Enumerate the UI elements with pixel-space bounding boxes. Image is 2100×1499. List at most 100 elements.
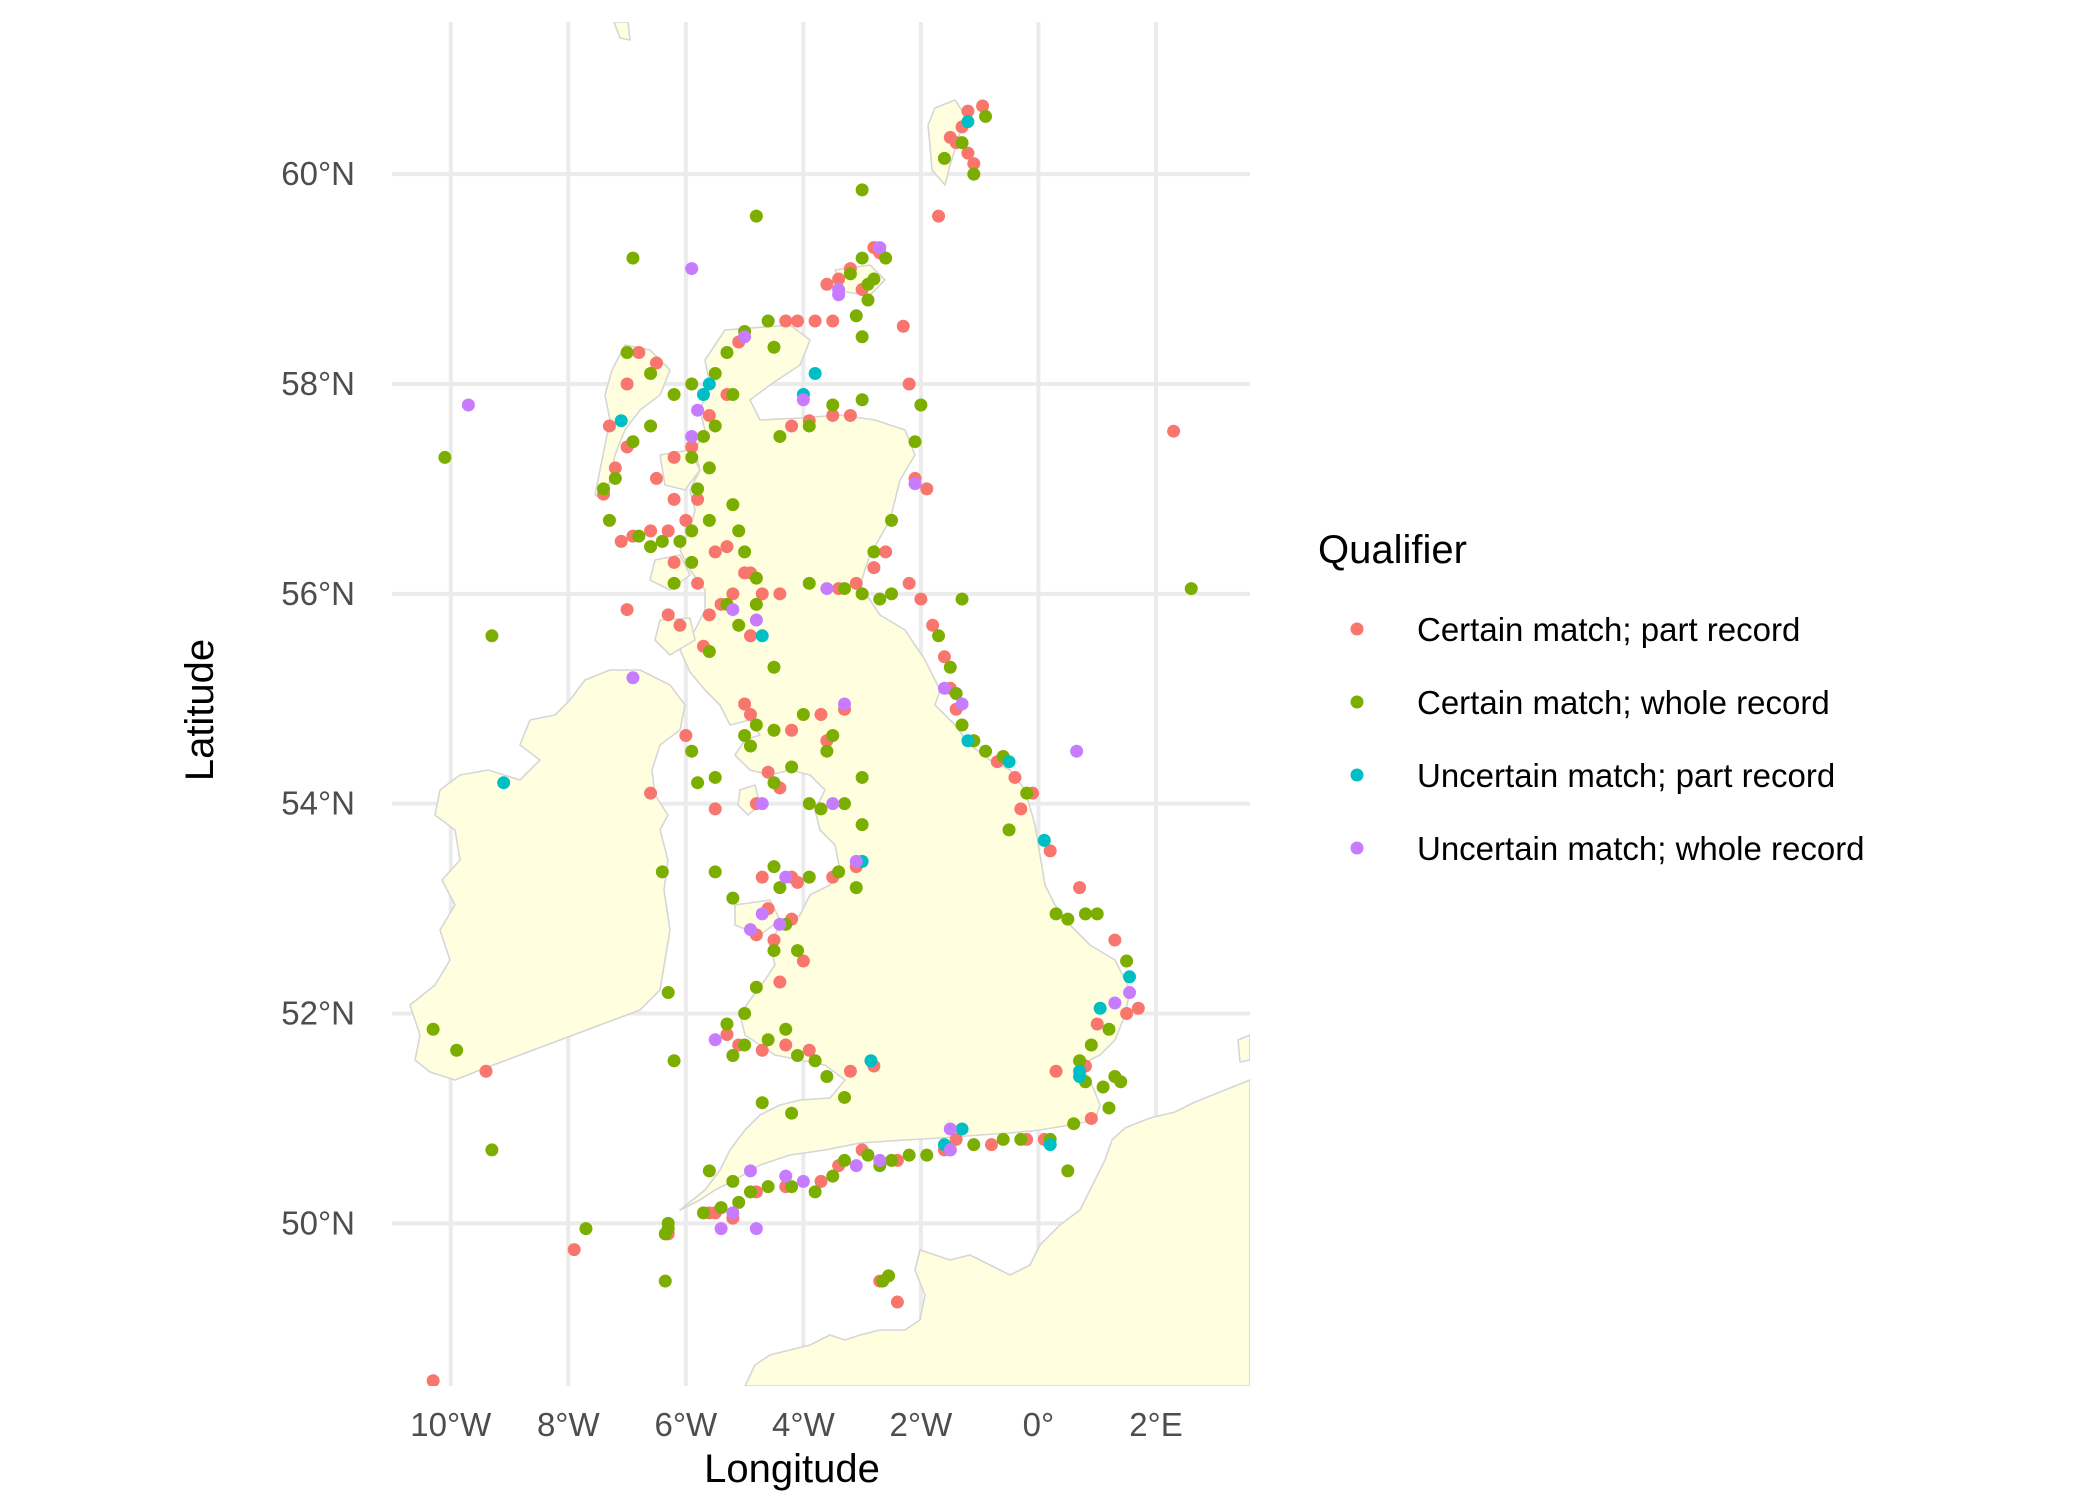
data-point [749, 613, 763, 627]
data-point [732, 524, 746, 538]
data-point [849, 576, 863, 590]
data-point [685, 524, 699, 538]
data-point [1037, 833, 1051, 847]
data-point [1090, 907, 1104, 921]
data-point [626, 671, 640, 685]
data-point [802, 1043, 816, 1057]
data-point [749, 209, 763, 223]
data-point [1043, 1138, 1057, 1152]
data-point [655, 534, 669, 548]
data-point [696, 429, 710, 443]
data-point [955, 136, 969, 150]
data-point [1070, 744, 1084, 758]
data-point [1184, 582, 1198, 596]
data-point [743, 923, 757, 937]
data-point [838, 697, 852, 711]
data-point [932, 209, 946, 223]
data-point [861, 293, 875, 307]
data-point [755, 587, 769, 601]
data-point [667, 555, 681, 569]
data-point [696, 1206, 710, 1220]
data-point [708, 770, 722, 784]
data-point [885, 513, 899, 527]
data-point [796, 707, 810, 721]
data-point [1090, 1017, 1104, 1031]
data-point [961, 146, 975, 160]
data-point [608, 461, 622, 475]
x-tick-label: 10°W [410, 1406, 492, 1443]
data-point [426, 1374, 440, 1386]
data-point [767, 944, 781, 958]
y-tick-label: 54°N [281, 785, 355, 822]
data-point [1108, 996, 1122, 1010]
data-point [720, 540, 734, 554]
data-point [802, 576, 816, 590]
data-point [1073, 881, 1087, 895]
data-point [702, 513, 716, 527]
data-point [714, 1201, 728, 1215]
data-point [802, 870, 816, 884]
data-point [667, 450, 681, 464]
data-point [732, 618, 746, 632]
data-point [743, 1185, 757, 1199]
data-point [920, 1148, 934, 1162]
data-point [749, 980, 763, 994]
data-point [773, 587, 787, 601]
data-point [761, 314, 775, 328]
data-point [849, 309, 863, 323]
data-point [790, 875, 804, 889]
data-point [726, 587, 740, 601]
data-point [667, 492, 681, 506]
data-point [984, 1138, 998, 1152]
data-point [661, 986, 675, 1000]
data-point [1067, 1117, 1081, 1131]
data-point [461, 398, 475, 412]
data-point [485, 1143, 499, 1157]
data-point [902, 1148, 916, 1162]
data-point [808, 1185, 822, 1199]
data-point [726, 1174, 740, 1188]
data-point [843, 1064, 857, 1078]
data-point [1096, 1080, 1110, 1094]
data-point [902, 377, 916, 391]
y-tick-label: 50°N [281, 1204, 355, 1241]
data-point [779, 870, 793, 884]
data-point [1131, 1001, 1145, 1015]
data-point [838, 797, 852, 811]
data-point [673, 534, 687, 548]
data-point [479, 1064, 493, 1078]
data-point [808, 314, 822, 328]
data-point [597, 482, 611, 496]
data-point [976, 99, 990, 113]
data-point [691, 403, 705, 417]
data-point [438, 450, 452, 464]
data-point [661, 524, 675, 538]
data-point [779, 1038, 793, 1052]
data-point [773, 429, 787, 443]
legend-title: Qualifier [1318, 528, 1467, 572]
data-point [702, 408, 716, 422]
data-point [979, 109, 993, 123]
data-point [961, 104, 975, 118]
data-point [614, 414, 628, 428]
data-point [849, 1159, 863, 1173]
legend-label: Certain match; whole record [1417, 684, 1830, 721]
data-point [644, 419, 658, 433]
data-point [802, 419, 816, 433]
data-point [796, 1174, 810, 1188]
data-point [855, 251, 869, 265]
data-point [896, 319, 910, 333]
y-axis-ticks: 50°N 52°N 54°N 56°N 58°N 60°N [281, 155, 355, 1241]
data-point [879, 251, 893, 265]
data-point [832, 283, 846, 297]
data-point [767, 933, 781, 947]
data-point [620, 346, 634, 360]
data-point [1014, 1132, 1028, 1146]
data-point [720, 346, 734, 360]
data-point [826, 797, 840, 811]
data-point [967, 167, 981, 181]
data-point [861, 1148, 875, 1162]
data-point [691, 482, 705, 496]
data-point [937, 650, 951, 664]
data-point [761, 765, 775, 779]
